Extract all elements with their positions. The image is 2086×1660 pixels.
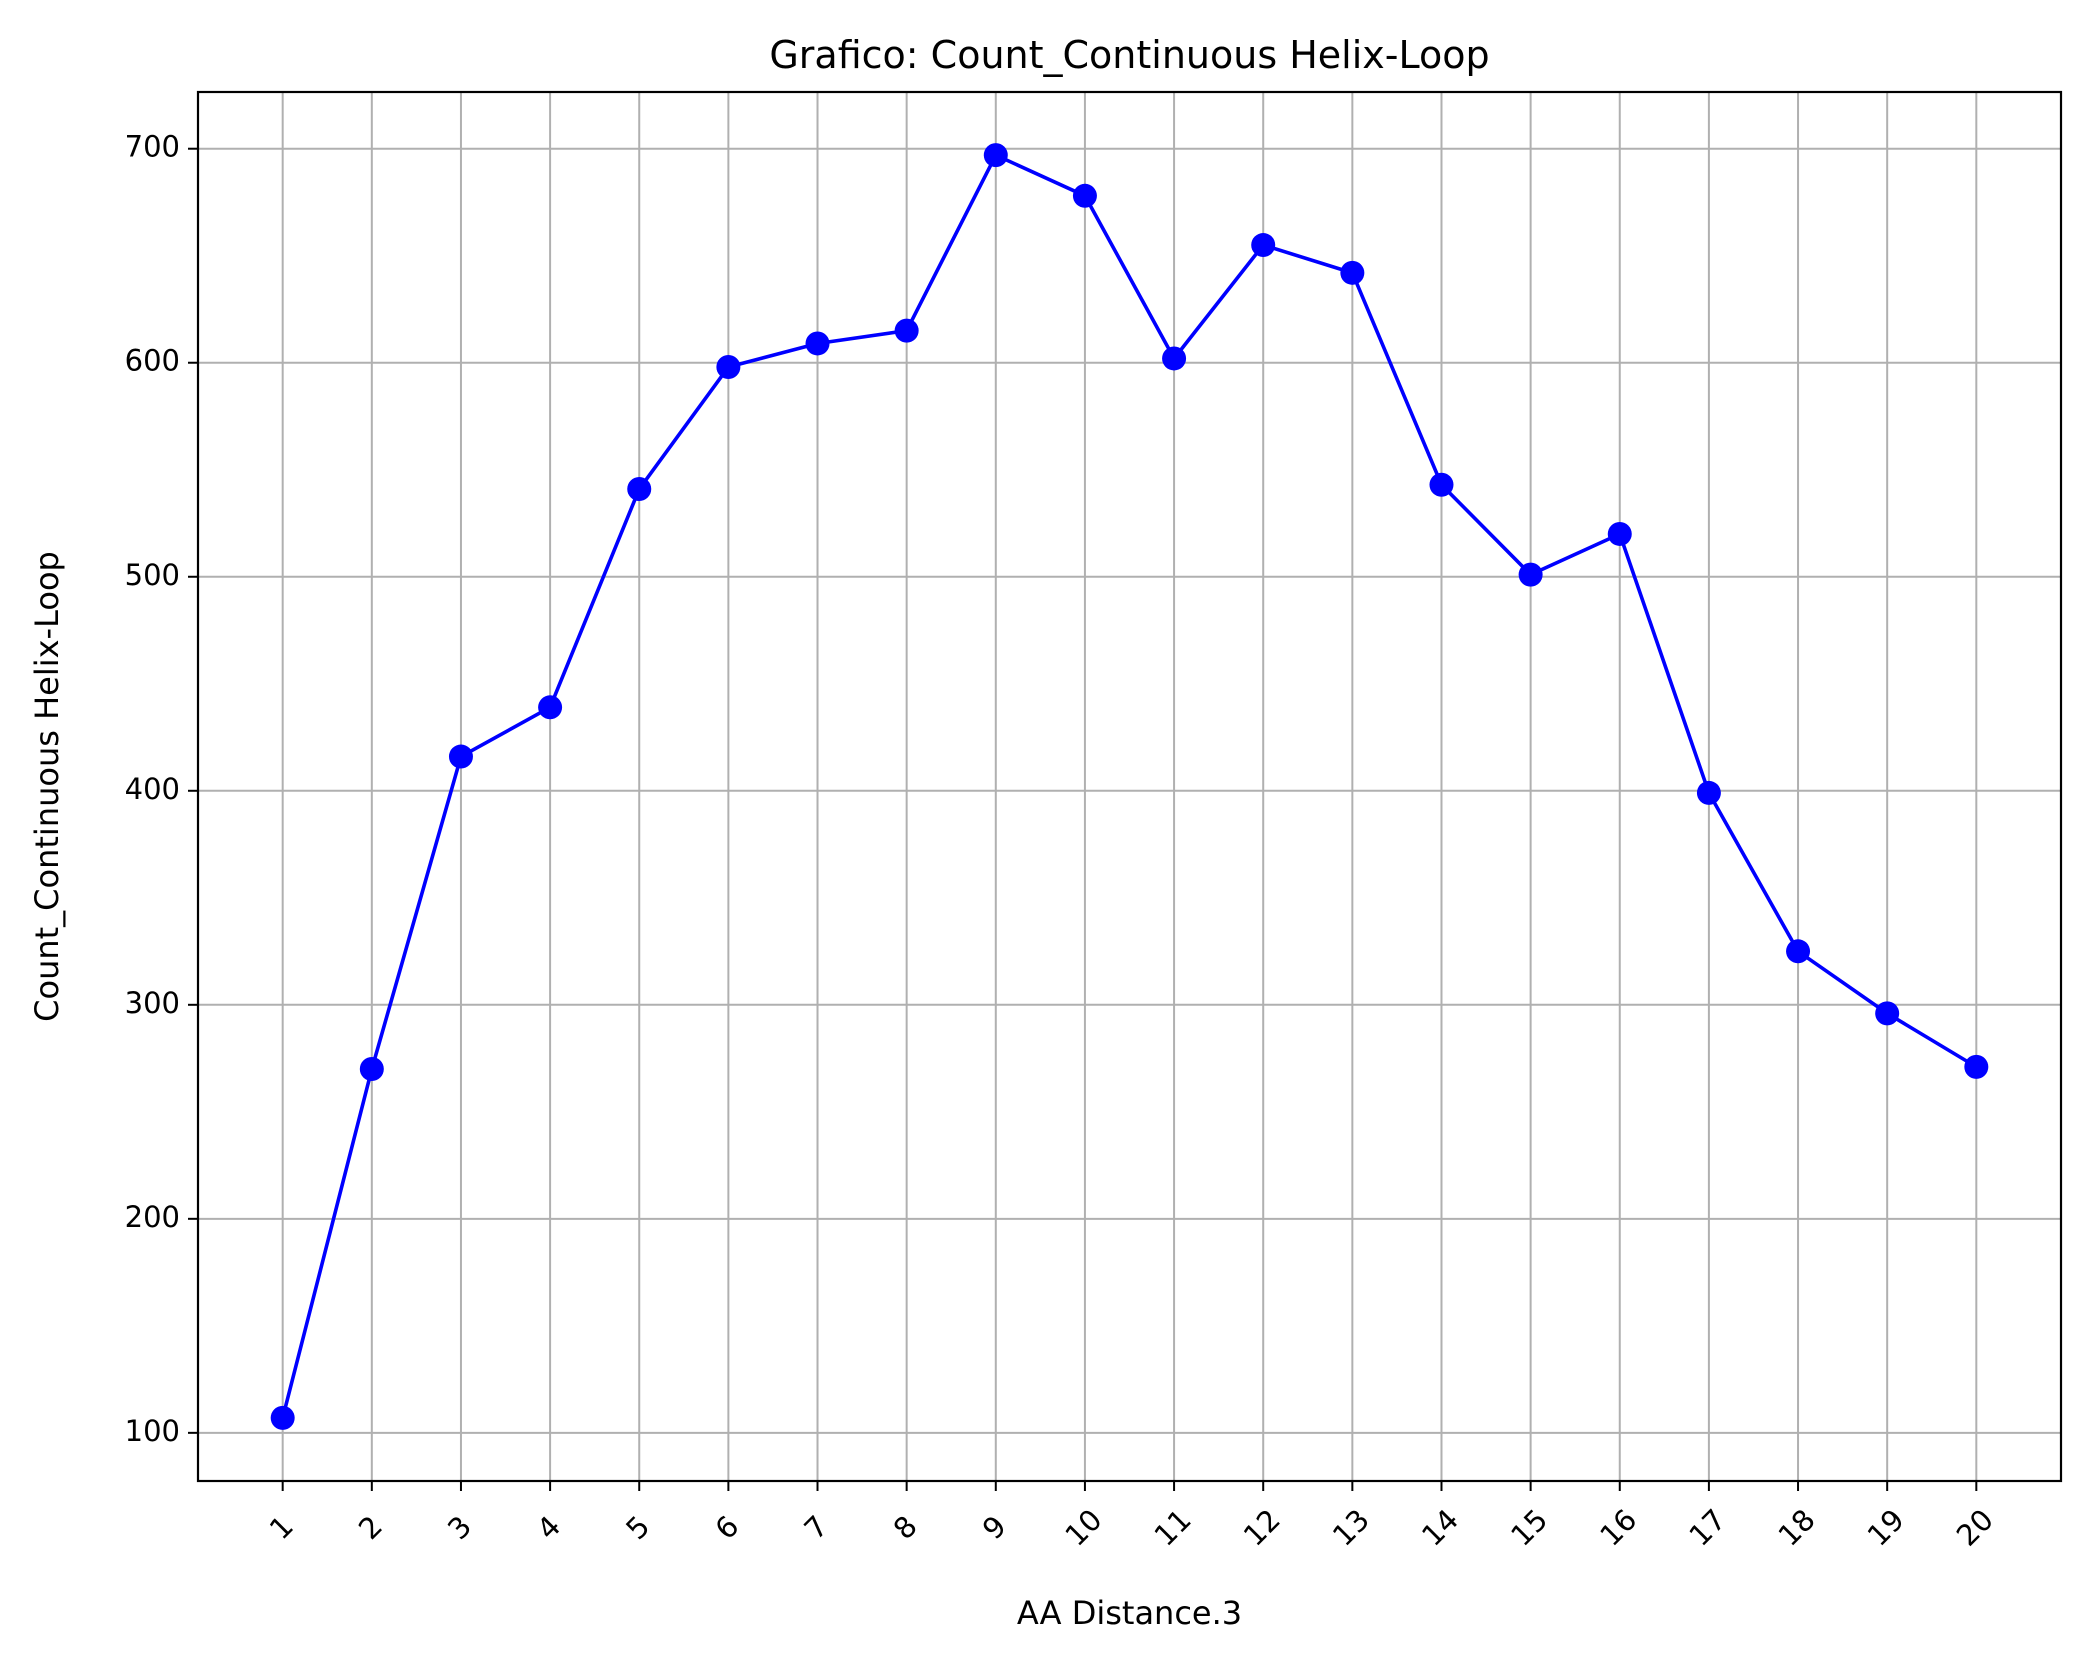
- y-tick-label: 400: [125, 772, 180, 806]
- grid: [198, 92, 2061, 1481]
- data-point: [1696, 780, 1721, 805]
- y-tick-label: 300: [125, 986, 180, 1020]
- data-point: [805, 331, 830, 356]
- data-point: [716, 355, 741, 380]
- data-point: [448, 744, 473, 769]
- series-layer: [270, 143, 1989, 1430]
- data-point: [1518, 562, 1543, 587]
- data-point: [359, 1057, 384, 1082]
- data-point: [1607, 521, 1632, 546]
- y-tick-label: 700: [125, 130, 180, 164]
- data-point: [983, 143, 1008, 168]
- data-point: [538, 695, 563, 720]
- plot-frame: [196, 90, 2063, 1483]
- data-point: [1340, 260, 1365, 285]
- data-point: [1251, 233, 1276, 258]
- y-tick-label: 100: [125, 1414, 180, 1448]
- data-point: [1786, 939, 1811, 964]
- y-tick-label: 200: [125, 1200, 180, 1234]
- y-tick-label: 500: [125, 558, 180, 592]
- data-point: [1875, 1001, 1900, 1026]
- y-axis-label: Count_Continuous Helix-Loop: [28, 551, 66, 1022]
- data-point: [270, 1405, 295, 1430]
- data-point: [1964, 1054, 1989, 1079]
- chart-title: Grafico: Count_Continuous Helix-Loop: [769, 33, 1489, 77]
- y-tick-label: 600: [125, 344, 180, 378]
- data-point: [1072, 183, 1097, 208]
- data-point: [1162, 346, 1187, 371]
- data-point: [1429, 472, 1454, 497]
- data-point: [627, 477, 652, 502]
- data-point: [894, 318, 919, 343]
- x-axis-label: AA Distance.3: [1017, 1594, 1242, 1632]
- series-line: [280, 153, 1979, 1420]
